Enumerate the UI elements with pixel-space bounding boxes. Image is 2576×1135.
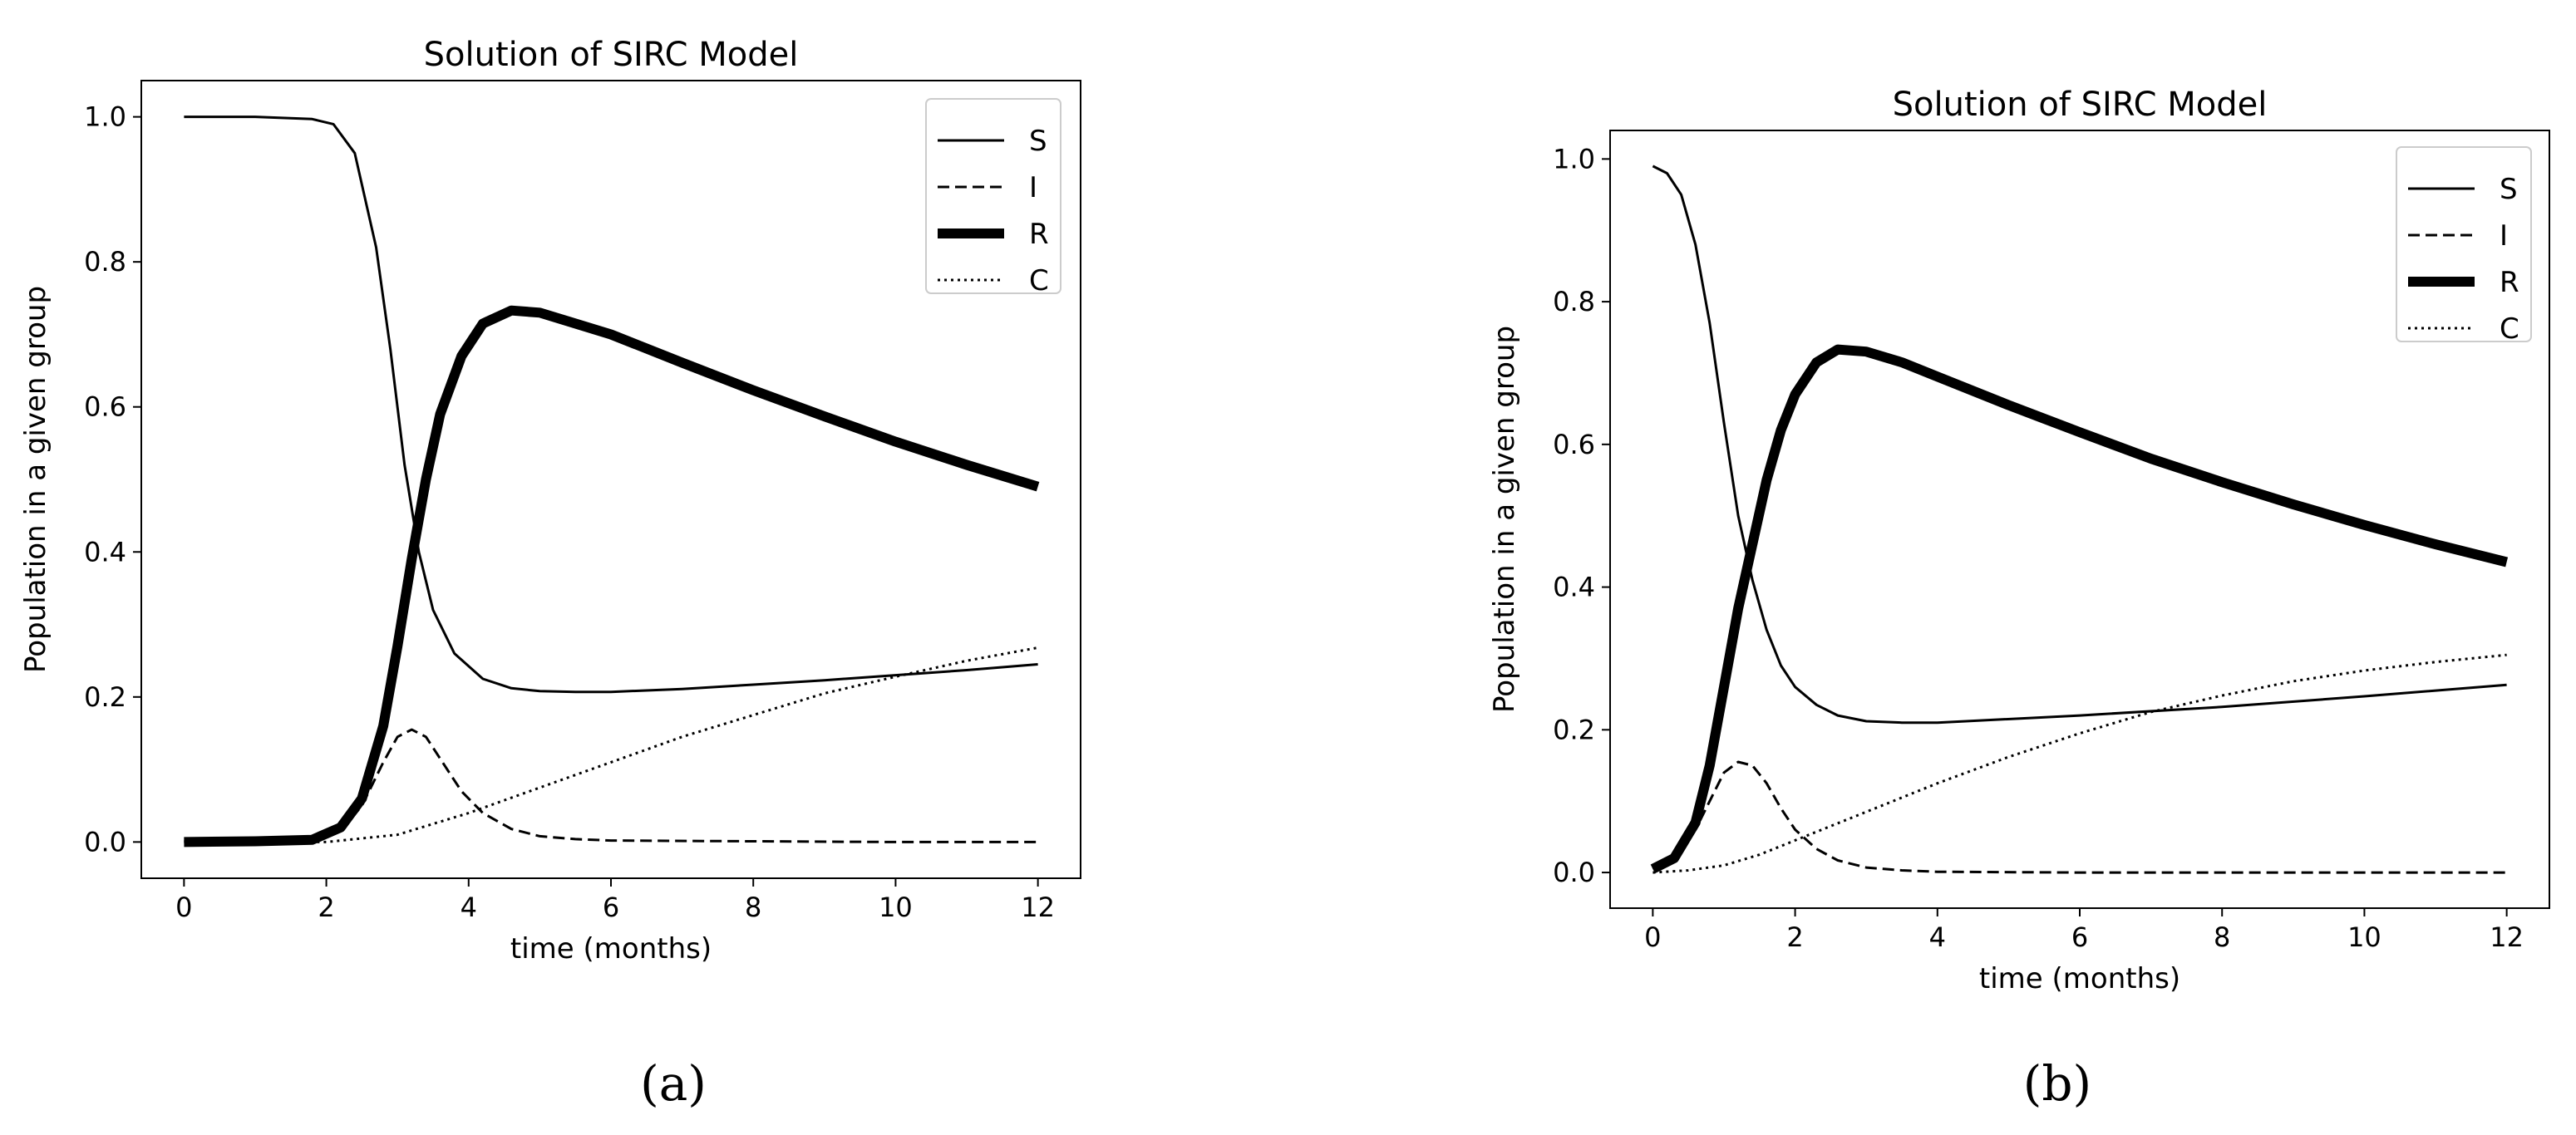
x-tick-label: 6 (603, 892, 619, 923)
y-tick-label: 1.0 (1553, 143, 1595, 174)
x-tick-label: 8 (745, 892, 761, 923)
series-line-s (184, 115, 1038, 694)
chart-title: Solution of SIRC Model (424, 36, 799, 74)
x-tick-label: 10 (879, 892, 913, 923)
y-tick-label: 0.4 (84, 536, 126, 568)
y-tick-label: 0.2 (1553, 714, 1595, 745)
y-tick-label: 0.8 (84, 246, 126, 278)
x-tick-label: 6 (2071, 921, 2088, 953)
legend-label-i: I (2500, 219, 2508, 253)
y-tick-label: 0.6 (1553, 429, 1595, 460)
legend-label-s: S (2500, 173, 2518, 206)
legend-label-i: I (1029, 171, 1037, 204)
x-tick-label: 2 (318, 892, 334, 923)
series-line-r (1650, 344, 2509, 874)
y-axis-label: Population in a given group (1488, 326, 1521, 713)
series-line-i (1652, 760, 2507, 874)
legend-label-c: C (1029, 264, 1049, 297)
legend-box (925, 98, 1061, 294)
x-tick-label: 2 (1786, 921, 1803, 953)
chart-panel-a: 0 2 4 6 8 10 12 0.0 0.2 0.4 0.6 0.8 1.0 Solution of S… (19, 36, 1081, 1112)
x-tick-label: 0 (1644, 921, 1661, 953)
y-tick-label: 0.8 (1553, 286, 1595, 317)
chart-a-svg: 0 2 4 6 8 10 12 0.0 0.2 0.4 0.6 0.8 1.0 Solution of S… (19, 36, 1081, 965)
caption-a: (a) (640, 1055, 707, 1112)
y-tick-label: 0.2 (84, 681, 126, 713)
y-tick-label: 0.6 (84, 391, 126, 423)
legend-box (2396, 146, 2532, 342)
x-axis-label: time (months) (1979, 962, 2180, 995)
chart-b-svg: 0 2 4 6 8 10 12 0.0 0.2 0.4 0.6 0.8 1.0 Solution of S… (1488, 86, 2550, 995)
legend-label-s: S (1029, 125, 1047, 158)
y-tick-label: 1.0 (84, 101, 126, 133)
series-line-s (1652, 165, 2507, 725)
legend-label-r: R (2500, 266, 2519, 299)
series-line-c (1652, 653, 2507, 874)
x-tick-label: 12 (1021, 892, 1055, 923)
y-tick-label: 0.0 (84, 826, 126, 857)
legend-label-c: C (2500, 312, 2519, 346)
series-line-c (184, 646, 1038, 843)
x-tick-label: 12 (2490, 921, 2524, 953)
y-tick-label: 0.0 (1553, 857, 1595, 888)
legend-label-r: R (1029, 218, 1049, 251)
x-tick-label: 4 (1929, 921, 1946, 953)
x-axis-label: time (months) (510, 932, 712, 965)
y-axis-label: Population in a given group (19, 286, 52, 673)
caption-b: (b) (2022, 1055, 2092, 1112)
series-line-r (184, 305, 1040, 848)
chart-panel-b: 0 2 4 6 8 10 12 0.0 0.2 0.4 0.6 0.8 1.0 Solution of S… (1288, 0, 2576, 1135)
x-tick-label: 10 (2347, 921, 2381, 953)
chart-title: Solution of SIRC Model (1893, 86, 2268, 124)
y-tick-label: 0.4 (1553, 572, 1595, 603)
series-line-i (184, 728, 1038, 843)
x-tick-label: 8 (2214, 921, 2230, 953)
x-tick-label: 0 (175, 892, 192, 923)
x-tick-label: 4 (461, 892, 477, 923)
